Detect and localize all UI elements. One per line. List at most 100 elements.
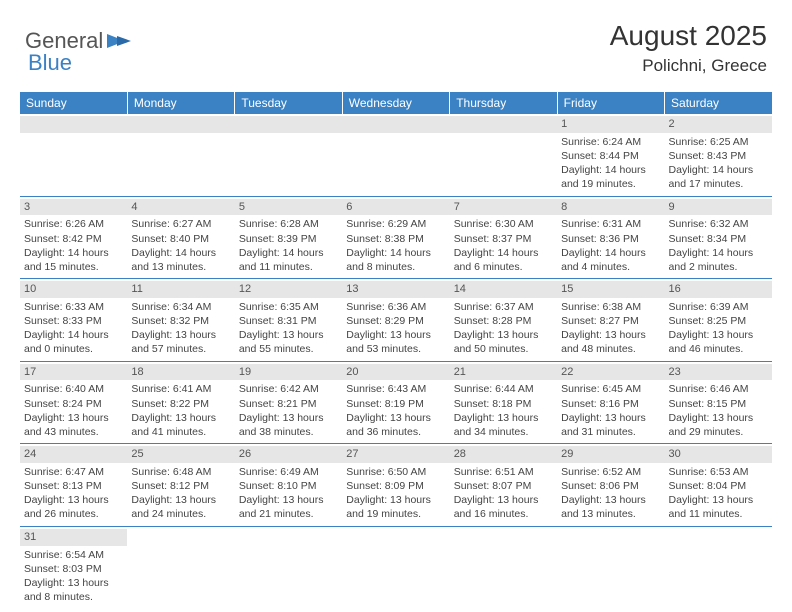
sunset-text: Sunset: 8:12 PM <box>131 479 230 493</box>
day-details: Sunrise: 6:40 AMSunset: 8:24 PMDaylight:… <box>24 382 123 439</box>
sunset-text: Sunset: 8:42 PM <box>24 232 123 246</box>
day-number: 22 <box>557 364 664 381</box>
daylight-text: Daylight: 14 hours and 11 minutes. <box>239 246 338 274</box>
daylight-text: Daylight: 13 hours and 26 minutes. <box>24 493 123 521</box>
col-saturday: Saturday <box>665 92 772 114</box>
calendar-cell: 16Sunrise: 6:39 AMSunset: 8:25 PMDayligh… <box>665 279 772 362</box>
daylight-text: Daylight: 13 hours and 57 minutes. <box>131 328 230 356</box>
col-thursday: Thursday <box>450 92 557 114</box>
sunrise-text: Sunrise: 6:53 AM <box>669 465 768 479</box>
day-number: 4 <box>127 199 234 216</box>
sunrise-text: Sunrise: 6:28 AM <box>239 217 338 231</box>
logo-line2: Blue <box>28 50 72 76</box>
calendar-cell: 25 Sunrise: 6:48 AMSunset: 8:12 PMDayligh… <box>127 444 234 527</box>
sunrise-text: Sunrise: 6:38 AM <box>561 300 660 314</box>
day-number: 19 <box>235 364 342 381</box>
sunset-text: Sunset: 8:38 PM <box>346 232 445 246</box>
day-details: Sunrise: 6:35 AMSunset: 8:31 PMDaylight:… <box>239 300 338 357</box>
daylight-text: Daylight: 14 hours and 15 minutes. <box>24 246 123 274</box>
day-details: Sunrise: 6:47 AMSunset: 8:13 PMDaylight:… <box>24 465 123 522</box>
day-details: Sunrise: 6:46 AMSunset: 8:15 PMDaylight:… <box>669 382 768 439</box>
day-details: Sunrise: 6:49 AMSunset: 8:10 PMDaylight:… <box>239 465 338 522</box>
day-number: 15 <box>557 281 664 298</box>
sunrise-text: Sunrise: 6:45 AM <box>561 382 660 396</box>
day-details: Sunrise: 6:28 AMSunset: 8:39 PMDaylight:… <box>239 217 338 274</box>
sunset-text: Sunset: 8:24 PM <box>24 397 123 411</box>
daylight-text: Daylight: 13 hours and 43 minutes. <box>24 411 123 439</box>
sunrise-text: Sunrise: 6:25 AM <box>669 135 768 149</box>
sunset-text: Sunset: 8:36 PM <box>561 232 660 246</box>
day-number: 30 <box>665 446 772 463</box>
daylight-text: Daylight: 14 hours and 2 minutes. <box>669 246 768 274</box>
calendar-row: 31Sunrise: 6:54 AMSunset: 8:03 PMDayligh… <box>20 526 772 608</box>
day-details: Sunrise: 6:31 AMSunset: 8:36 PMDaylight:… <box>561 217 660 274</box>
day-number: 26 <box>235 446 342 463</box>
calendar-cell <box>342 114 449 196</box>
daylight-text: Daylight: 13 hours and 41 minutes. <box>131 411 230 439</box>
sunrise-text: Sunrise: 6:36 AM <box>346 300 445 314</box>
daylight-text: Daylight: 13 hours and 19 minutes. <box>346 493 445 521</box>
daylight-text: Daylight: 13 hours and 53 minutes. <box>346 328 445 356</box>
calendar-cell: 1Sunrise: 6:24 AMSunset: 8:44 PMDaylight… <box>557 114 664 196</box>
day-details: Sunrise: 6:48 AMSunset: 8:12 PMDaylight:… <box>131 465 230 522</box>
calendar-row: 17Sunrise: 6:40 AMSunset: 8:24 PMDayligh… <box>20 361 772 444</box>
sunrise-text: Sunrise: 6:34 AM <box>131 300 230 314</box>
calendar-cell: 4Sunrise: 6:27 AMSunset: 8:40 PMDaylight… <box>127 196 234 279</box>
daylight-text: Daylight: 13 hours and 55 minutes. <box>239 328 338 356</box>
sunrise-text: Sunrise: 6:29 AM <box>346 217 445 231</box>
sunset-text: Sunset: 8:09 PM <box>346 479 445 493</box>
calendar-cell: 5Sunrise: 6:28 AMSunset: 8:39 PMDaylight… <box>235 196 342 279</box>
sunset-text: Sunset: 8:27 PM <box>561 314 660 328</box>
sunset-text: Sunset: 8:25 PM <box>669 314 768 328</box>
day-number: 10 <box>20 281 127 298</box>
day-details: Sunrise: 6:25 AMSunset: 8:43 PMDaylight:… <box>669 135 768 192</box>
sunrise-text: Sunrise: 6:47 AM <box>24 465 123 479</box>
logo: General <box>25 20 131 54</box>
day-number: 8 <box>557 199 664 216</box>
day-number: 31 <box>20 529 127 546</box>
sunrise-text: Sunrise: 6:35 AM <box>239 300 338 314</box>
day-header-row: Sunday Monday Tuesday Wednesday Thursday… <box>20 92 772 114</box>
sunrise-text: Sunrise: 6:50 AM <box>346 465 445 479</box>
sunrise-text: Sunrise: 6:31 AM <box>561 217 660 231</box>
sunrise-text: Sunrise: 6:42 AM <box>239 382 338 396</box>
sunrise-text: Sunrise: 6:26 AM <box>24 217 123 231</box>
day-number: 6 <box>342 199 449 216</box>
sunset-text: Sunset: 8:29 PM <box>346 314 445 328</box>
col-tuesday: Tuesday <box>235 92 342 114</box>
logo-text-2: Blue <box>28 50 72 75</box>
day-details: Sunrise: 6:51 AMSunset: 8:07 PMDaylight:… <box>454 465 553 522</box>
daylight-text: Daylight: 13 hours and 29 minutes. <box>669 411 768 439</box>
calendar-cell: 17Sunrise: 6:40 AMSunset: 8:24 PMDayligh… <box>20 361 127 444</box>
daylight-text: Daylight: 13 hours and 11 minutes. <box>669 493 768 521</box>
sunset-text: Sunset: 8:28 PM <box>454 314 553 328</box>
calendar-cell: 12Sunrise: 6:35 AMSunset: 8:31 PMDayligh… <box>235 279 342 362</box>
calendar-cell <box>127 114 234 196</box>
day-details: Sunrise: 6:36 AMSunset: 8:29 PMDaylight:… <box>346 300 445 357</box>
sunset-text: Sunset: 8:37 PM <box>454 232 553 246</box>
sunrise-text: Sunrise: 6:39 AM <box>669 300 768 314</box>
sunset-text: Sunset: 8:13 PM <box>24 479 123 493</box>
calendar-cell: 30Sunrise: 6:53 AMSunset: 8:04 PMDayligh… <box>665 444 772 527</box>
calendar-cell: 7Sunrise: 6:30 AMSunset: 8:37 PMDaylight… <box>450 196 557 279</box>
month-title: August 2025 <box>610 20 767 52</box>
sunrise-text: Sunrise: 6:41 AM <box>131 382 230 396</box>
calendar-cell <box>665 526 772 608</box>
calendar-cell <box>557 526 664 608</box>
sunrise-text: Sunrise: 6:40 AM <box>24 382 123 396</box>
day-number <box>20 116 127 133</box>
calendar-cell: 23Sunrise: 6:46 AMSunset: 8:15 PMDayligh… <box>665 361 772 444</box>
daylight-text: Daylight: 14 hours and 4 minutes. <box>561 246 660 274</box>
day-number: 29 <box>557 446 664 463</box>
sunrise-text: Sunrise: 6:48 AM <box>131 465 230 479</box>
day-details: Sunrise: 6:44 AMSunset: 8:18 PMDaylight:… <box>454 382 553 439</box>
sunset-text: Sunset: 8:39 PM <box>239 232 338 246</box>
day-number: 23 <box>665 364 772 381</box>
day-details: Sunrise: 6:24 AMSunset: 8:44 PMDaylight:… <box>561 135 660 192</box>
daylight-text: Daylight: 14 hours and 8 minutes. <box>346 246 445 274</box>
header: General August 2025 Polichni, Greece <box>0 0 792 86</box>
day-number: 25 <box>127 446 234 463</box>
calendar-cell <box>342 526 449 608</box>
sunset-text: Sunset: 8:33 PM <box>24 314 123 328</box>
day-details: Sunrise: 6:33 AMSunset: 8:33 PMDaylight:… <box>24 300 123 357</box>
